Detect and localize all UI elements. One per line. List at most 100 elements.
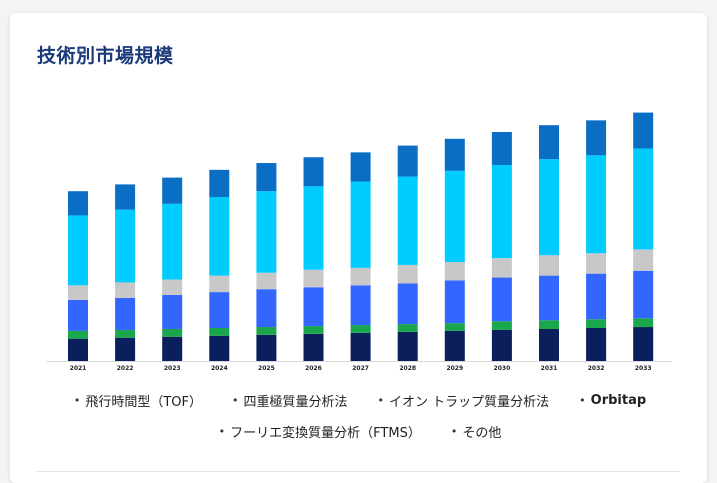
bar-segment-2032-series-4 [586, 253, 607, 274]
chart-legend: • 飛行時間型（TOF） • 四重極質量分析法 • イオン トラップ質量分析法 • Orbit… [40, 391, 680, 441]
bar-segment-2026-series-1 [303, 333, 324, 361]
bar-segment-2022-series-4 [115, 282, 136, 298]
bar-segment-2023-series-1 [162, 336, 183, 361]
bar-segment-2026-series-3 [303, 287, 324, 327]
x-tick-label: 2029 [446, 365, 463, 372]
bar-segment-2030-series-2 [491, 321, 512, 330]
divider [37, 471, 680, 472]
bar-segment-2022-series-2 [115, 329, 136, 338]
bar-segment-2023-series-2 [162, 328, 183, 337]
bar-segment-2029-series-1 [444, 330, 465, 361]
bar-segment-2024-series-2 [209, 328, 230, 336]
chart-card: 技術別市場規模 2021 2022 2023 2024 2025 2026 2027 2028… [10, 13, 707, 483]
x-tick-label: 2031 [541, 365, 558, 372]
bar-segment-2025-series-3 [256, 289, 277, 328]
bar-segment-2033-series-2 [633, 318, 654, 328]
bar-segment-2022-series-1 [115, 337, 136, 361]
bar-segment-2028-series-2 [397, 324, 418, 332]
bar-segment-2023-series-4 [162, 279, 183, 296]
x-tick-label: 2022 [117, 365, 134, 372]
bar-segment-2030-series-6 [491, 131, 512, 165]
bar-segment-2026-series-4 [303, 269, 324, 288]
bar-segment-2022-series-5 [115, 209, 136, 283]
bar-segment-2033-series-5 [633, 148, 654, 250]
bar-segment-2031-series-6 [539, 125, 559, 160]
bar-segment-2032-series-2 [586, 319, 607, 329]
bar-segment-2028-series-6 [397, 145, 418, 177]
legend-label: フーリエ変換質量分析（FTMS） [230, 426, 421, 441]
bar-segment-2027-series-3 [350, 285, 371, 326]
legend-bullet-icon: • [450, 425, 458, 438]
legend-bullet-icon: • [377, 394, 385, 407]
bar-segment-2028-series-4 [397, 264, 418, 284]
bar-segment-2022-series-3 [115, 297, 136, 330]
bar-segment-2033-series-1 [633, 327, 654, 361]
bar-segment-2021-series-1 [68, 338, 88, 361]
legend-item: • 飛行時間型（TOF） [74, 391, 202, 410]
x-tick-label: 2033 [635, 365, 652, 372]
bar-segment-2024-series-1 [209, 335, 230, 361]
bar-segment-2025-series-5 [256, 191, 277, 273]
x-tick-label: 2023 [164, 365, 181, 372]
bar-segment-2032-series-6 [586, 120, 607, 156]
x-tick-label: 2030 [494, 365, 511, 372]
bar-segment-2024-series-6 [209, 169, 230, 198]
legend-label: Orbitap [590, 393, 647, 408]
bar-segment-2023-series-6 [162, 177, 183, 204]
x-tick-label: 2025 [258, 365, 275, 372]
bar-segment-2029-series-6 [444, 138, 465, 171]
bar-segment-2024-series-3 [209, 292, 230, 329]
bar-segment-2031-series-2 [539, 320, 559, 329]
bar-segment-2029-series-5 [444, 170, 465, 263]
bar-segment-2023-series-5 [162, 203, 183, 280]
bar-segment-2029-series-3 [444, 280, 465, 324]
stacked-bar-chart: 2021 2022 2023 2024 2025 2026 2027 2028 2029 2030… [46, 112, 672, 372]
x-tick-label: 2032 [588, 365, 605, 372]
bar-segment-2030-series-5 [491, 164, 512, 259]
bar-segment-2028-series-1 [397, 331, 418, 361]
legend-label: その他 [462, 426, 502, 441]
bar-segment-2029-series-4 [444, 262, 465, 281]
bar-segment-2027-series-5 [350, 181, 371, 268]
legend-item: • フーリエ変換質量分析（FTMS） [219, 422, 421, 441]
bar-segment-2031-series-5 [539, 159, 559, 256]
bar-segment-2021-series-4 [68, 285, 88, 300]
bar-segment-2021-series-5 [68, 215, 88, 286]
bar-segment-2021-series-2 [68, 330, 88, 339]
legend-label: 四重極質量分析法 [243, 395, 348, 410]
bar-segment-2033-series-4 [633, 249, 654, 271]
bar-segment-2025-series-4 [256, 272, 277, 290]
legend-label: 飛行時間型（TOF） [85, 395, 202, 410]
bar-segment-2027-series-2 [350, 325, 371, 333]
bar-segment-2026-series-2 [303, 326, 324, 334]
bar-segment-2032-series-5 [586, 155, 607, 254]
bar-segment-2032-series-1 [586, 328, 607, 361]
x-tick-label: 2027 [352, 365, 369, 372]
legend-label: イオン トラップ質量分析法 [389, 395, 550, 410]
bar-segment-2030-series-1 [491, 329, 512, 361]
legend-bullet-icon: • [218, 425, 226, 438]
x-tick-label: 2028 [399, 365, 416, 372]
bar-segment-2029-series-2 [444, 323, 465, 331]
bar-segment-2033-series-3 [633, 270, 654, 319]
bar-segment-2032-series-3 [586, 273, 607, 320]
chart-title: 技術別市場規模 [37, 45, 174, 67]
bar-segment-2030-series-3 [491, 277, 512, 322]
bar-segment-2028-series-5 [397, 176, 418, 265]
bar-segment-2031-series-4 [539, 255, 559, 276]
bar-segment-2031-series-1 [539, 328, 559, 361]
bar-segment-2027-series-6 [350, 152, 371, 182]
bar-segment-2028-series-3 [397, 283, 418, 325]
bar-segment-2027-series-4 [350, 267, 371, 286]
bar-segment-2025-series-1 [256, 334, 277, 361]
legend-bullet-icon: • [73, 394, 81, 407]
bar-segment-2026-series-6 [303, 157, 324, 187]
bar-segment-2022-series-6 [115, 184, 136, 210]
bar-segment-2023-series-3 [162, 295, 183, 329]
legend-bullet-icon: • [579, 394, 586, 407]
bar-segment-2027-series-1 [350, 332, 371, 361]
bar-segment-2025-series-6 [256, 163, 277, 192]
legend-item: • イオン トラップ質量分析法 [378, 391, 550, 410]
legend-bullet-icon: • [231, 394, 239, 407]
bar-segment-2024-series-5 [209, 197, 230, 276]
